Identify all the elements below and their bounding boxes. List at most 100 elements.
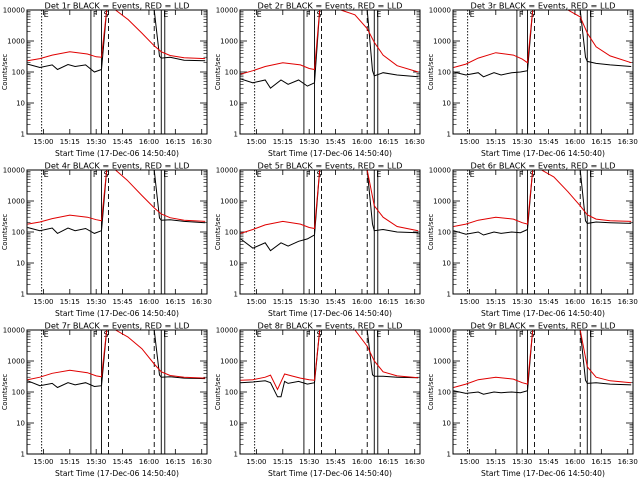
y-axis-label: Counts/sec bbox=[427, 53, 435, 90]
y-tick-label: 10000 bbox=[3, 327, 25, 335]
series-line-events bbox=[240, 170, 419, 252]
x-tick-label: 15:45 bbox=[538, 458, 558, 466]
x-axis-label: Start Time (17-Dec-06 14:50:40) bbox=[481, 149, 605, 158]
y-tick-label: 10 bbox=[16, 260, 25, 268]
x-tick-label: 16:30 bbox=[192, 298, 212, 306]
chart-panel-4: Det 4r BLACK = Events, RED = LLD Start Ti… bbox=[1, 161, 212, 319]
time-marker-label: E bbox=[44, 170, 49, 179]
series-line-lld bbox=[240, 170, 419, 234]
x-axis-label: Start Time (17-Dec-06 14:50:40) bbox=[268, 469, 392, 478]
time-marker-label: F bbox=[306, 170, 311, 179]
x-axis-label: Start Time (17-Dec-06 14:50:40) bbox=[268, 309, 392, 318]
chart-panel-6: Det 6r BLACK = Events, RED = LLD Start Ti… bbox=[427, 161, 638, 319]
time-marker-label: E bbox=[376, 330, 381, 339]
y-tick-label: 10 bbox=[442, 260, 451, 268]
time-marker-label: E bbox=[470, 170, 475, 179]
x-tick-label: 16:15 bbox=[165, 298, 185, 306]
x-tick-label: 16:00 bbox=[139, 298, 159, 306]
series-line-events bbox=[27, 10, 206, 73]
y-tick-label: 1 bbox=[234, 291, 238, 299]
x-axis-label: Start Time (17-Dec-06 14:50:40) bbox=[55, 149, 179, 158]
time-marker-label: F bbox=[93, 10, 98, 19]
x-tick-label: 15:15 bbox=[486, 458, 506, 466]
y-axis-label: Counts/sec bbox=[1, 213, 9, 250]
y-tick-label: 100 bbox=[438, 229, 451, 237]
x-tick-label: 16:15 bbox=[591, 138, 611, 146]
x-tick-label: 16:30 bbox=[618, 458, 638, 466]
y-tick-label: 1 bbox=[447, 131, 451, 139]
series-line-lld bbox=[453, 330, 632, 388]
x-tick-label: 15:15 bbox=[60, 138, 80, 146]
y-tick-label: 1000 bbox=[7, 38, 25, 46]
y-tick-label: 1 bbox=[447, 451, 451, 459]
x-tick-label: 16:15 bbox=[378, 138, 398, 146]
chart-title: Det 2r BLACK = Events, RED = LLD bbox=[258, 1, 403, 11]
y-axis-label: Counts/sec bbox=[1, 373, 9, 410]
x-tick-label: 16:00 bbox=[352, 458, 372, 466]
x-tick-label: 15:30 bbox=[299, 458, 319, 466]
time-marker-label: E bbox=[589, 170, 594, 179]
time-marker-label: E bbox=[163, 330, 168, 339]
x-tick-label: 15:15 bbox=[486, 298, 506, 306]
x-tick-label: 15:45 bbox=[325, 138, 345, 146]
y-tick-label: 1000 bbox=[433, 198, 451, 206]
y-tick-label: 100 bbox=[225, 229, 238, 237]
x-tick-label: 16:00 bbox=[139, 458, 159, 466]
x-tick-label: 15:45 bbox=[538, 298, 558, 306]
chart-title: Det 1r BLACK = Events, RED = LLD bbox=[45, 1, 190, 11]
time-marker-label: E bbox=[589, 10, 594, 19]
time-marker-label: E bbox=[589, 330, 594, 339]
y-tick-label: 1000 bbox=[220, 198, 238, 206]
x-tick-label: 16:30 bbox=[192, 458, 212, 466]
series-line-events bbox=[453, 10, 632, 78]
time-marker-label: E bbox=[376, 170, 381, 179]
x-tick-label: 15:00 bbox=[459, 458, 479, 466]
x-axis-label: Start Time (17-Dec-06 14:50:40) bbox=[268, 149, 392, 158]
x-tick-label: 16:15 bbox=[591, 298, 611, 306]
time-marker-label: E bbox=[376, 10, 381, 19]
x-tick-label: 15:45 bbox=[325, 458, 345, 466]
y-tick-label: 100 bbox=[12, 229, 25, 237]
y-tick-label: 100 bbox=[438, 69, 451, 77]
x-tick-label: 16:30 bbox=[405, 138, 425, 146]
chart-title: Det 3r BLACK = Events, RED = LLD bbox=[471, 1, 616, 11]
time-marker-label: E bbox=[470, 330, 475, 339]
x-tick-label: 16:00 bbox=[565, 298, 585, 306]
x-tick-label: 16:00 bbox=[352, 298, 372, 306]
x-tick-label: 15:45 bbox=[112, 458, 132, 466]
x-tick-label: 16:30 bbox=[618, 138, 638, 146]
time-marker-label: F bbox=[93, 330, 98, 339]
y-tick-label: 1000 bbox=[220, 38, 238, 46]
time-marker-label: E bbox=[257, 170, 262, 179]
y-axis-label: Counts/sec bbox=[214, 373, 222, 410]
y-axis-label: Counts/sec bbox=[427, 213, 435, 250]
series-line-events bbox=[240, 10, 419, 89]
x-tick-label: 16:00 bbox=[139, 138, 159, 146]
chart-panel-5: Det 5r BLACK = Events, RED = LLD Start Ti… bbox=[214, 161, 425, 319]
x-tick-label: 15:15 bbox=[273, 138, 293, 146]
y-tick-label: 10 bbox=[442, 420, 451, 428]
x-tick-label: 15:00 bbox=[246, 138, 266, 146]
y-tick-label: 1 bbox=[234, 451, 238, 459]
x-tick-label: 16:30 bbox=[618, 298, 638, 306]
chart-panel-1: Det 1r BLACK = Events, RED = LLD Start Ti… bbox=[1, 1, 212, 159]
y-axis-label: Counts/sec bbox=[214, 53, 222, 90]
x-tick-label: 15:45 bbox=[538, 138, 558, 146]
x-tick-label: 15:30 bbox=[86, 298, 106, 306]
x-tick-label: 15:00 bbox=[33, 458, 53, 466]
x-tick-label: 16:00 bbox=[352, 138, 372, 146]
series-line-events bbox=[27, 170, 206, 235]
y-tick-label: 10000 bbox=[429, 167, 451, 175]
time-marker-label: F bbox=[519, 170, 524, 179]
series-line-events bbox=[240, 330, 419, 398]
x-tick-label: 16:15 bbox=[165, 138, 185, 146]
plot-frame bbox=[26, 9, 208, 135]
chart-panel-9: Det 9r BLACK = Events, RED = LLD Start Ti… bbox=[427, 321, 638, 479]
y-tick-label: 100 bbox=[225, 69, 238, 77]
x-tick-label: 15:30 bbox=[299, 138, 319, 146]
plot-frame bbox=[452, 329, 634, 455]
x-tick-label: 15:15 bbox=[60, 458, 80, 466]
chart-title: Det 8r BLACK = Events, RED = LLD bbox=[258, 321, 403, 331]
chart-panel-8: Det 8r BLACK = Events, RED = LLD Start Ti… bbox=[214, 321, 425, 479]
